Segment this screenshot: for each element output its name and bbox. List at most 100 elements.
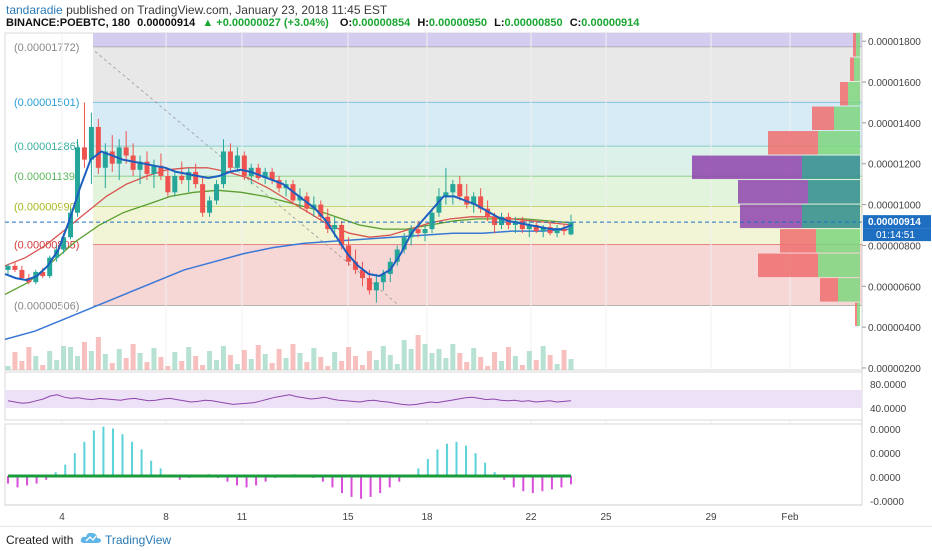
candle-body [61,237,67,250]
volume-profile-down [840,82,848,106]
candle-body [450,184,456,193]
volume-bar [554,364,560,370]
rsi-axis-label: 40.0000 [870,404,907,415]
candle-body [276,180,282,189]
volume-profile-up [818,131,860,155]
last-price: 0.00000914 [137,17,196,29]
candle-body [165,175,171,193]
candle-body [443,192,449,197]
candle-body [339,224,345,246]
candle-body [366,278,372,291]
candle-body [214,184,220,201]
volume-profile-up [818,253,860,278]
price-chart[interactable]: (0.00001772) (0.00001501) (0.00001286) (0.0… [0,0,932,526]
time-axis-label: Feb [781,512,799,523]
volume-bar [109,363,115,370]
volume-bar [450,344,456,370]
volume-bar [318,357,324,370]
volume-profile-up [848,82,860,106]
volume-bar [123,358,129,370]
candle-body [88,126,94,160]
time-axis-label: 11 [237,512,248,523]
time-axis-label: 18 [421,512,433,523]
candle-body [297,196,303,201]
volume-profile-down [853,33,856,57]
volume-profile-up [857,302,860,327]
open-label: O: [339,17,353,29]
author-link[interactable]: tandaradie [6,3,63,17]
volume-bar [179,361,185,370]
fib-level-label: (0.00001286) [14,141,79,153]
fib-zone [93,46,862,103]
volume-bar [526,351,532,370]
oscillator-axis-label: 0.0000 [870,473,901,484]
volume-profile-down [758,253,818,278]
candle-body [172,175,178,193]
volume-bar [478,357,484,370]
candle-body [193,171,199,185]
volume-profile-down [740,204,802,229]
volume-bar [346,347,352,370]
volume-bar [33,356,39,370]
high-value: 0.00000950 [428,17,488,29]
fib-zone [93,102,862,147]
volume-profile-down [850,57,854,82]
candle-body [533,224,539,232]
time-axis-label: 4 [59,512,65,523]
tradingview-brand[interactable]: TradingView [105,533,172,547]
volume-bar [75,356,81,370]
volume-bar [471,348,477,370]
price-axis-label: 0.00001400 [868,119,921,130]
candle-body [123,147,129,156]
chart-header: tandaradie published on TradingView.com,… [0,0,932,30]
volume-bar [220,346,226,370]
candle-body [151,165,157,174]
candle-body [40,271,46,277]
candle-body [554,229,560,234]
candle-body [109,151,115,164]
volume-bar [144,362,150,370]
candle-body [68,212,74,238]
candle-body [373,282,379,291]
volume-bar [485,366,491,370]
volume-bar [422,344,428,370]
volume-bar [151,348,157,370]
publish-line: tandaradie published on TradingView.com,… [6,3,387,17]
symbol-label[interactable]: BINANCE:POEBTC, 180 [6,17,131,29]
candle-body [179,175,185,181]
candle-body [561,229,567,232]
oscillator-axis-label: 0.0000 [870,425,901,436]
candle-body [498,216,504,225]
candle-body [47,257,53,277]
footer: Created with TradingView [0,526,932,551]
time-axis-label: 15 [342,512,354,523]
volume-bar [429,353,435,370]
candle-body [130,155,136,170]
slow-moving-average-line [4,228,573,341]
candle-body [436,196,442,213]
fib-top-band [93,33,862,47]
price-axis-label: 0.00001800 [868,37,921,48]
volume-bar [88,351,94,370]
low-label: L: [494,17,505,29]
volume-bar [568,359,574,370]
volume-bar [186,347,192,370]
volume-bar [26,347,32,370]
open-value: 0.00000854 [352,17,411,29]
candle-body [540,227,546,232]
volume-bar [519,365,525,370]
volume-bar [95,337,101,370]
volume-bar [332,352,338,370]
tradingview-cloud-icon[interactable] [80,531,102,545]
volume-bar [353,356,359,370]
oscillator-pane [4,423,863,506]
volume-bar [137,353,143,370]
volume-bar [40,365,46,370]
volume-bar [116,349,122,370]
close-label: C: [569,17,582,29]
volume-bar [290,344,296,370]
candle-body [380,274,386,283]
volume-bar [248,359,254,370]
current-price-tag [863,215,931,229]
candle-body [200,184,206,213]
